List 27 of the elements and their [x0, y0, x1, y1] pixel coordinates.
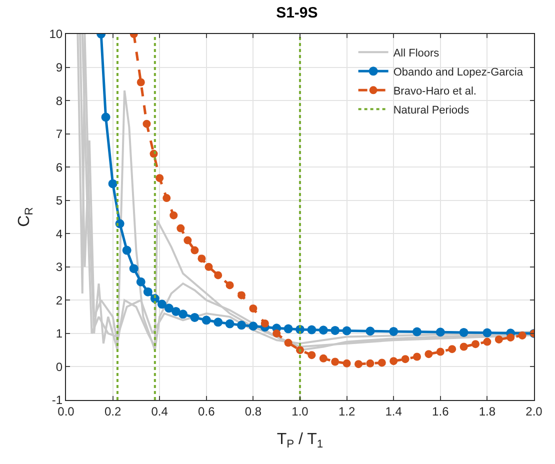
y-tick-label: 6: [56, 160, 63, 174]
y-tick-label: 0: [56, 360, 63, 374]
x-tick-label: 1.8: [478, 404, 496, 418]
legend-label: Bravo-Haro et al.: [393, 85, 476, 98]
y-tick-label: 3: [56, 260, 63, 274]
x-tick-label: 0.8: [244, 404, 262, 418]
y-tick-label: 10: [49, 27, 63, 42]
x-tick-label: 0.2: [104, 404, 122, 418]
x-tick-label: 1.6: [432, 404, 450, 418]
x-tick-label: 2.0: [526, 404, 543, 418]
x-tick-label: 1.0: [292, 404, 309, 418]
y-tick-label: 4: [56, 226, 63, 241]
legend-label: All Floors: [393, 47, 440, 60]
y-tick-label: 5: [56, 194, 63, 208]
y-tick-label: 9: [56, 60, 63, 74]
y-tick-label: 8: [56, 94, 63, 108]
legend-label: Obando and Lopez-Garcia: [393, 66, 524, 78]
y-tick-label: 1: [56, 326, 63, 341]
chart-title: S1-9S: [276, 4, 318, 22]
x-axis-title: T$_{P}$ / T$_{1}$: [276, 431, 324, 450]
x-tick-label: 1.2: [338, 404, 356, 418]
x-tick-label: 0.6: [198, 404, 216, 418]
y-tick-label: 2: [56, 293, 63, 308]
x-tick-label: 1.4: [385, 404, 402, 418]
y-tick-label: 7: [56, 127, 63, 142]
x-tick-label: 0.4: [151, 404, 168, 418]
legend-label: Natural Periods: [393, 104, 470, 116]
